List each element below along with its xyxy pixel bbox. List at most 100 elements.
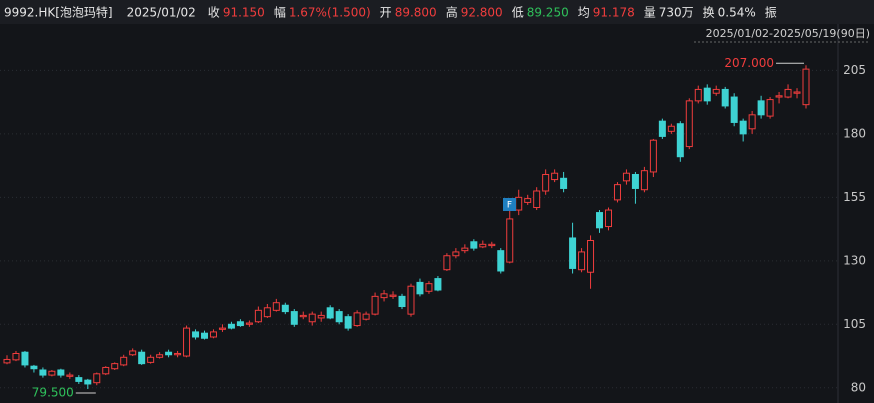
- candle-body: [156, 354, 164, 358]
- candle-body: [604, 209, 612, 228]
- candle-body: [245, 322, 253, 325]
- candle-body: [93, 373, 101, 384]
- field-value: 92.800: [461, 6, 503, 20]
- candle-body: [75, 377, 83, 382]
- candle-body: [21, 351, 29, 366]
- candle-body: [254, 309, 262, 323]
- candle-body: [793, 91, 801, 94]
- candle-body: [712, 88, 720, 94]
- candle-body: [39, 369, 47, 376]
- field-label: 幅: [274, 5, 286, 20]
- candle-body: [676, 123, 684, 158]
- candle-body: [192, 331, 200, 338]
- candle-body: [353, 312, 361, 327]
- field-value: 0.54%: [718, 6, 756, 20]
- field-label: 开: [380, 6, 392, 20]
- candle-body: [649, 139, 657, 173]
- candle-body: [389, 294, 397, 297]
- y-tick-label: 155: [843, 190, 866, 204]
- candle-body: [694, 88, 702, 102]
- range-label: 2025/01/02-2025/05/19(90日): [706, 27, 870, 40]
- candle-body: [515, 196, 523, 211]
- candle-body: [658, 120, 666, 137]
- field-label: 收: [208, 6, 220, 20]
- candle-body: [479, 243, 487, 248]
- candle-body: [703, 87, 711, 102]
- candle-body: [129, 350, 137, 356]
- candle-body: [775, 95, 783, 98]
- candle-body: [569, 237, 577, 269]
- candle-body: [452, 251, 460, 257]
- candle-body: [434, 278, 442, 291]
- candle-body: [138, 351, 146, 365]
- candle-body: [766, 99, 774, 117]
- candle-body: [263, 307, 271, 318]
- candle-body: [183, 327, 191, 357]
- candle-body: [165, 351, 173, 356]
- field-value: 1.67%(1.500): [289, 6, 371, 20]
- candle-body: [443, 255, 451, 271]
- candle-body: [3, 358, 11, 364]
- candle-body: [739, 120, 747, 135]
- candle-body: [102, 366, 110, 375]
- field-label: 高: [446, 5, 458, 20]
- candle-body: [802, 68, 810, 106]
- candle-body: [757, 100, 765, 116]
- candle-body: [784, 88, 792, 98]
- candle-body: [631, 173, 639, 189]
- candle-body: [48, 370, 56, 376]
- candle-body: [640, 170, 648, 191]
- candle-body: [308, 313, 316, 323]
- field-value: 91.178: [593, 6, 635, 20]
- low-label: 79.500: [32, 386, 74, 400]
- candle-body: [416, 281, 424, 295]
- candle-body: [613, 184, 621, 201]
- candle-body: [290, 311, 298, 325]
- field-label: 量: [644, 6, 656, 20]
- y-tick-label: 105: [843, 317, 866, 331]
- candle-body: [66, 374, 74, 377]
- field-label: 低: [512, 6, 524, 20]
- candle-body: [120, 356, 128, 366]
- candle-body: [542, 173, 550, 192]
- candle-body: [622, 172, 630, 182]
- candle-body: [147, 356, 155, 363]
- candle-body: [30, 365, 38, 370]
- candle-body: [57, 369, 65, 376]
- candle-body: [685, 100, 693, 148]
- symbol: 9992.HK[泡泡玛特]: [4, 5, 113, 20]
- candle-body: [299, 314, 307, 318]
- candle-body: [524, 198, 532, 203]
- candle-body: [730, 96, 738, 123]
- candle-body: [407, 285, 415, 315]
- candle-body: [461, 247, 469, 252]
- candle-body: [425, 283, 433, 292]
- header-bar: [0, 0, 874, 24]
- field-value: 89.800: [395, 6, 437, 20]
- candle-body: [201, 332, 209, 339]
- y-tick-label: 80: [851, 380, 866, 394]
- candle-body: [497, 250, 505, 272]
- candle-body: [227, 323, 235, 329]
- candle-body: [111, 363, 119, 370]
- candle-body: [578, 251, 586, 271]
- candle-body: [506, 218, 514, 263]
- candle-body: [174, 352, 182, 356]
- candle-body: [551, 172, 559, 181]
- field-label: 均: [578, 6, 590, 20]
- date: 2025/01/02: [127, 6, 196, 20]
- y-tick-label: 180: [843, 126, 866, 140]
- candle-body: [380, 293, 388, 299]
- marker-label: F: [507, 201, 512, 211]
- candle-body: [596, 212, 604, 229]
- y-tick-label: 130: [843, 253, 866, 267]
- candle-body: [587, 240, 595, 273]
- candle-body: [488, 243, 496, 247]
- field-label: 换: [703, 6, 715, 20]
- candle-body: [281, 304, 289, 313]
- high-label: 207.000: [724, 56, 774, 70]
- candle-body: [362, 313, 370, 320]
- candle-body: [236, 321, 244, 327]
- candle-body: [667, 125, 675, 132]
